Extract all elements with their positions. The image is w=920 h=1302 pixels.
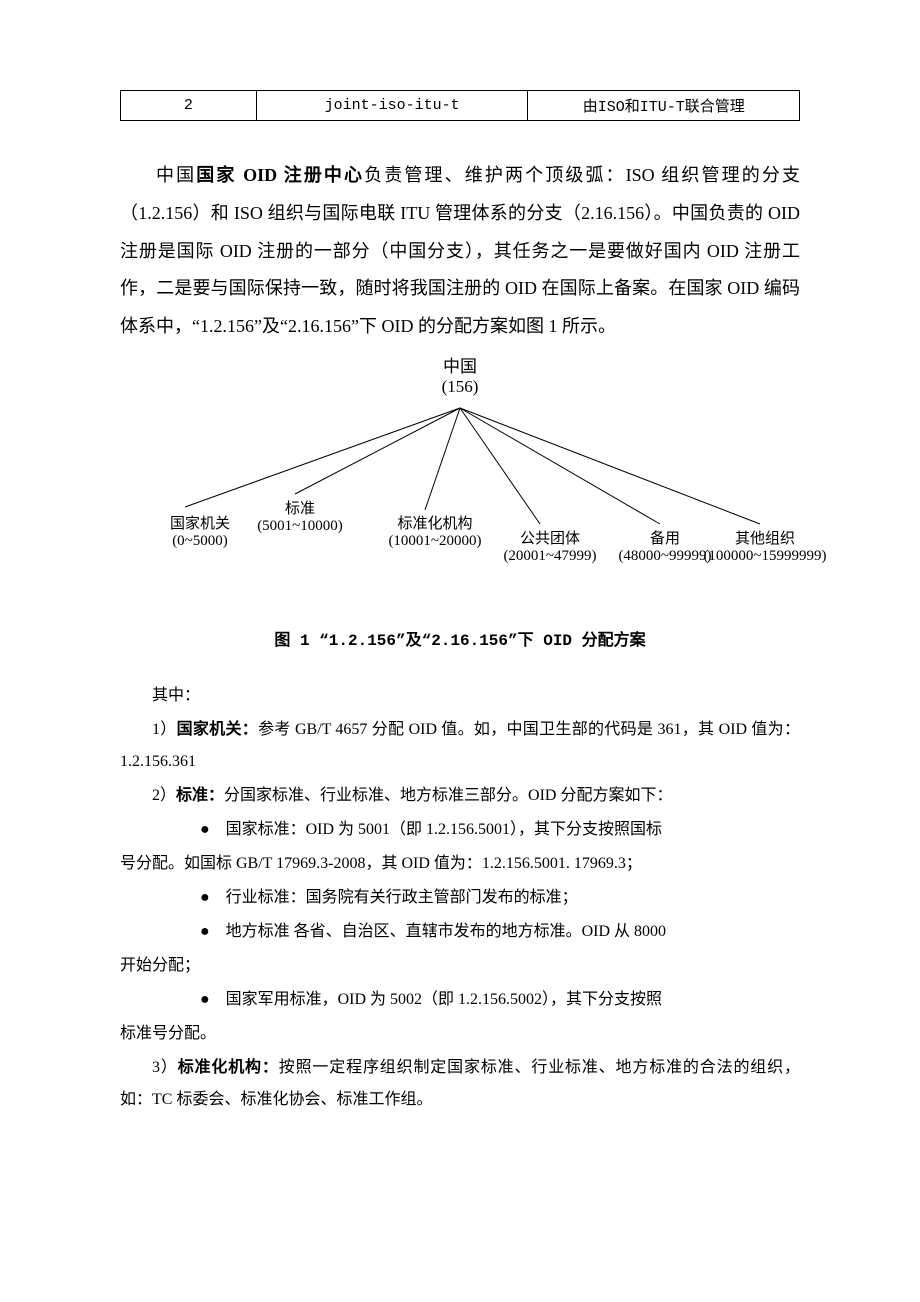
table-row: 2 joint-iso-itu-t 由ISO和ITU-T联合管理 xyxy=(121,91,800,121)
item2-head: 标准： xyxy=(176,787,224,804)
bullet-2: ●行业标准：国务院有关行政主管部门发布的标准； xyxy=(120,882,800,914)
item1-num: 1） xyxy=(152,721,177,738)
table-cell-col3: 由ISO和ITU-T联合管理 xyxy=(528,91,800,121)
para-seg1: 中国 xyxy=(156,165,196,185)
bullet-dot-icon: ● xyxy=(200,814,226,846)
bullet-dot-icon: ● xyxy=(200,882,226,914)
item2-body: 分国家标准、行业标准、地方标准三部分。OID 分配方案如下： xyxy=(224,787,672,804)
bullet-1-cont: 号分配。如国标 GB/T 17969.3-2008，其 OID 值为：1.2.1… xyxy=(120,848,800,880)
para-seg2-bold: 国家 OID 注册中心 xyxy=(196,165,364,185)
bullet1-text: 国家标准：OID 为 5001（即 1.2.156.5001），其下分支按照国标 xyxy=(226,821,662,838)
diagram-root: 中国 (156) xyxy=(120,352,800,397)
bullet3-text: 地方标准 各省、自治区、直辖市发布的地方标准。OID 从 8000 xyxy=(226,923,666,940)
item1-head: 国家机关： xyxy=(177,721,258,738)
figure-caption: 图 1 “1.2.156”及“2.16.156”下 OID 分配方案 xyxy=(120,626,800,650)
intro-paragraph: 中国国家 OID 注册中心负责管理、维护两个顶级弧：ISO 组织管理的分支（1.… xyxy=(120,157,800,346)
item3-head: 标准化机构： xyxy=(178,1059,279,1076)
where-label: 其中： xyxy=(120,680,800,712)
node-label: 标准 xyxy=(230,497,370,518)
diagram-node: 其他组织(100000~15999999) xyxy=(695,527,835,565)
diagram-node: 标准(5001~10000) xyxy=(230,497,370,535)
table-cell-col1: 2 xyxy=(121,91,257,121)
oid-tree-diagram: 中国 (156) 国家机关(0~5000)标准(5001~10000)标准化机构… xyxy=(120,352,800,622)
item2-num: 2） xyxy=(152,787,176,804)
item-3: 3）标准化机构：按照一定程序组织制定国家标准、行业标准、地方标准的合法的组织，如… xyxy=(120,1052,800,1116)
bullet4-text: 国家军用标准，OID 为 5002（即 1.2.156.5002），其下分支按照 xyxy=(226,991,662,1008)
item3-num: 3） xyxy=(152,1059,178,1076)
item-2: 2）标准：分国家标准、行业标准、地方标准三部分。OID 分配方案如下： xyxy=(120,780,800,812)
bullet-4: ●国家军用标准，OID 为 5002（即 1.2.156.5002），其下分支按… xyxy=(120,984,800,1016)
body-text: 其中： 1）国家机关：参考 GB/T 4657 分配 OID 值。如，中国卫生部… xyxy=(120,680,800,1116)
bullet-1: ●国家标准：OID 为 5001（即 1.2.156.5001），其下分支按照国… xyxy=(120,814,800,846)
item-1: 1）国家机关：参考 GB/T 4657 分配 OID 值。如，中国卫生部的代码是… xyxy=(120,714,800,778)
table-cell-col2: joint-iso-itu-t xyxy=(256,91,528,121)
bullet-dot-icon: ● xyxy=(200,984,226,1016)
bullet2-text: 行业标准：国务院有关行政主管部门发布的标准； xyxy=(226,889,578,906)
root-code: (156) xyxy=(120,377,800,397)
bullet-3-cont: 开始分配； xyxy=(120,950,800,982)
oid-table: 2 joint-iso-itu-t 由ISO和ITU-T联合管理 xyxy=(120,90,800,121)
node-label: 其他组织 xyxy=(695,527,835,548)
bullet-dot-icon: ● xyxy=(200,916,226,948)
node-range: (5001~10000) xyxy=(230,518,370,535)
bullet-4-cont: 标准号分配。 xyxy=(120,1018,800,1050)
document-page: 2 joint-iso-itu-t 由ISO和ITU-T联合管理 中国国家 OI… xyxy=(0,0,920,1198)
para-seg3: 负责管理、维护两个顶级弧：ISO 组织管理的分支（1.2.156）和 ISO 组… xyxy=(120,165,800,336)
node-range: (0~5000) xyxy=(130,533,270,550)
bullet-3: ●地方标准 各省、自治区、直辖市发布的地方标准。OID 从 8000 xyxy=(120,916,800,948)
root-label: 中国 xyxy=(120,352,800,377)
node-range: (100000~15999999) xyxy=(695,548,835,565)
